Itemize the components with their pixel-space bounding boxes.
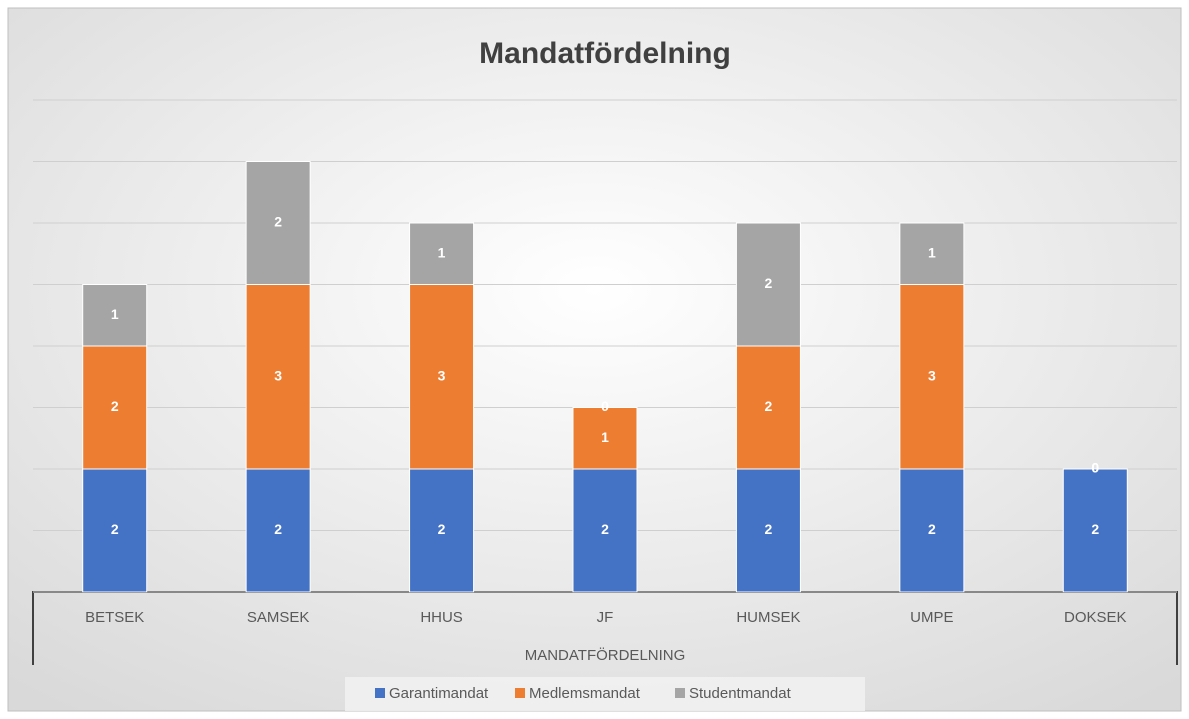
data-label: 1 [111, 306, 119, 322]
data-label: 1 [601, 429, 609, 445]
data-label: 2 [928, 521, 936, 537]
legend-swatch [675, 688, 685, 698]
bar-segment [899, 222, 965, 285]
data-label: 2 [1091, 521, 1099, 537]
data-label: 1 [928, 244, 936, 260]
data-label: 2 [765, 275, 773, 291]
data-label: 3 [438, 367, 446, 383]
data-label: 2 [438, 521, 446, 537]
data-label: 2 [111, 398, 119, 414]
bar-segment [572, 407, 638, 470]
data-label: 2 [765, 398, 773, 414]
bar-segment [735, 222, 801, 347]
data-label: 2 [274, 214, 282, 230]
legend-label: Studentmandat [689, 685, 792, 702]
bar-segment [245, 284, 311, 470]
bar-segment [245, 468, 311, 593]
data-label: 0 [1091, 460, 1099, 476]
bar-segment [735, 345, 801, 470]
bar-segment [899, 468, 965, 593]
bar-segment [245, 161, 311, 285]
bar-segment [409, 222, 475, 285]
bar-segment [572, 468, 638, 593]
x-axis-label: MANDATFÖRDELNING [525, 646, 686, 664]
data-label: 1 [438, 244, 446, 260]
legend-swatch [515, 688, 525, 698]
bar-segment [735, 468, 801, 593]
x-tick-label: JF [597, 609, 614, 626]
bar-segment [82, 345, 148, 470]
bar-segment [1062, 468, 1128, 593]
bar-segment [82, 468, 148, 593]
bar-segment [409, 284, 475, 470]
x-tick-label: UMPE [910, 609, 953, 626]
bar-segment [82, 284, 148, 347]
legend-swatch [375, 688, 385, 698]
x-tick-label: DOKSEK [1064, 609, 1127, 626]
bar-segment [899, 284, 965, 470]
data-label: 2 [765, 521, 773, 537]
data-label: 2 [111, 521, 119, 537]
bar-segment [409, 468, 475, 593]
data-label: 2 [601, 521, 609, 537]
data-label: 2 [274, 521, 282, 537]
x-tick-label: BETSEK [85, 609, 144, 626]
x-tick-label: HHUS [420, 609, 463, 626]
legend-box [345, 677, 865, 711]
data-label: 3 [928, 367, 936, 383]
x-tick-label: HUMSEK [736, 609, 800, 626]
chart-title: Mandatfördelning [479, 37, 731, 70]
x-tick-label: SAMSEK [247, 609, 310, 626]
data-label: 0 [1091, 460, 1099, 476]
legend-label: Garantimandat [389, 685, 489, 702]
data-label: 0 [601, 398, 609, 414]
data-label: 3 [274, 367, 282, 383]
chart-background [7, 7, 1182, 712]
legend-label: Medlemsmandat [529, 685, 641, 702]
